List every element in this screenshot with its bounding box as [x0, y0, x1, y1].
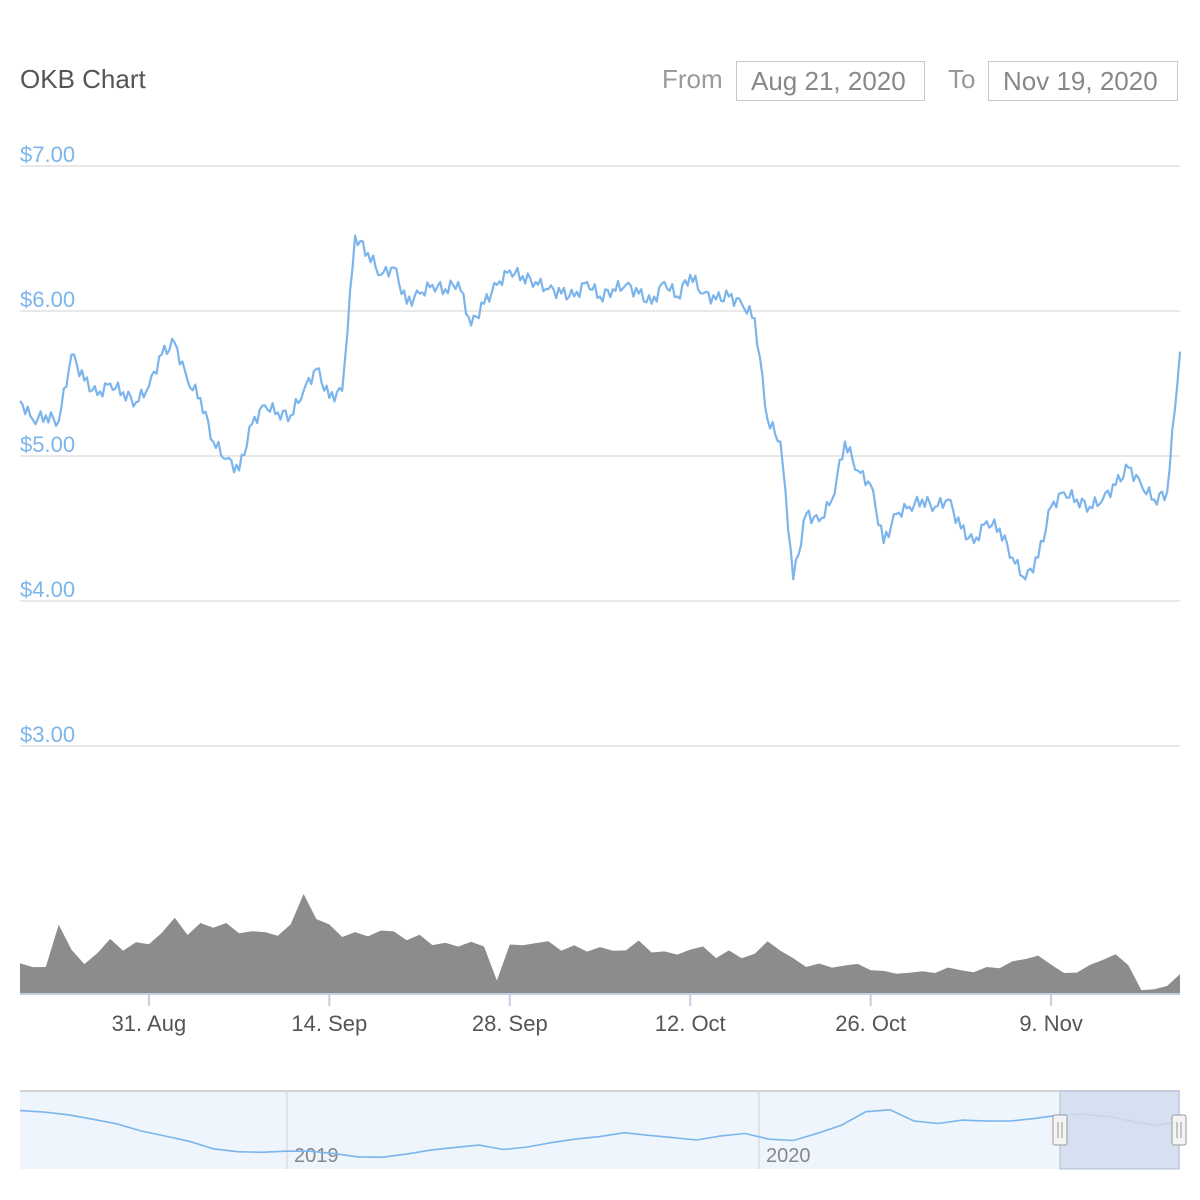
navigator-left-handle[interactable]: [1052, 1114, 1068, 1146]
from-date-input[interactable]: Aug 21, 2020: [736, 61, 925, 101]
price-series: [19, 234, 1182, 581]
to-label: To: [948, 64, 976, 94]
volume-series: [20, 894, 1180, 993]
to-date-input[interactable]: Nov 19, 2020: [988, 61, 1178, 101]
x-tick-label: 28. Sep: [472, 1011, 548, 1036]
y-tick-label: $3.00: [20, 722, 75, 747]
x-tick-label: 31. Aug: [112, 1011, 187, 1036]
y-tick-label: $6.00: [20, 287, 75, 312]
navigator-selected-range: [1059, 1090, 1180, 1170]
navigator-background: [20, 1091, 1180, 1169]
navigator-year-label: 2019: [294, 1145, 339, 1167]
x-tick-label: 12. Oct: [655, 1011, 726, 1036]
y-tick-label: $5.00: [20, 432, 75, 457]
chart-title: OKB Chart: [20, 64, 146, 94]
y-axis-labels: $7.00 $6.00 $5.00 $4.00 $3.00: [20, 142, 75, 747]
x-tick-label: 14. Sep: [291, 1011, 367, 1036]
grid: [20, 165, 1180, 747]
navigator-line: [19, 1108, 1181, 1159]
x-tick-label: 9. Nov: [1019, 1011, 1083, 1036]
navigator-right-handle[interactable]: [1171, 1114, 1187, 1146]
y-tick-label: $7.00: [20, 142, 75, 167]
navigator-year-label: 2020: [766, 1145, 811, 1167]
y-tick-label: $4.00: [20, 577, 75, 602]
from-label: From: [662, 64, 723, 94]
price-line: [19, 234, 1182, 581]
x-tick-label: 26. Oct: [835, 1011, 906, 1036]
volume-area: [20, 894, 1180, 993]
navigator[interactable]: 2019 2020: [19, 1090, 1187, 1170]
x-axis: 31. Aug 14. Sep 28. Sep 12. Oct 26. Oct 9. No…: [20, 993, 1180, 1036]
